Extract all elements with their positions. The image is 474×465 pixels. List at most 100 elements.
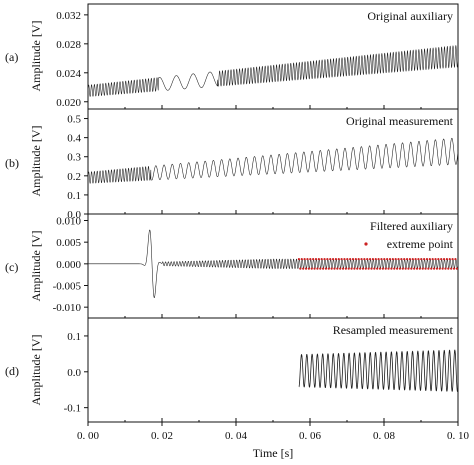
y-tick-label: -0.010 [53,302,82,314]
extreme-point [384,267,387,270]
extreme-point [306,257,309,261]
extreme-point [404,267,407,270]
extreme-point [437,257,440,261]
extreme-point [300,257,303,261]
y-tick-label: 0.010 [56,216,81,228]
x-tick-label: 0. 00 [77,430,100,442]
extreme-point [390,267,393,270]
extreme-point [360,257,363,261]
extreme-point [408,257,411,261]
extreme-point [386,257,389,261]
extreme-point [357,257,360,261]
extreme-point [319,267,322,270]
extreme-point [336,267,339,270]
extreme-point [373,267,376,270]
extreme-point [324,267,328,270]
extreme-point [423,257,426,261]
extreme-point [367,267,370,270]
x-axis-label: Time [s] [253,446,294,460]
y-tick-label: 0.032 [56,10,81,22]
y-tick-label: 0.1 [67,331,81,343]
extreme-point [333,267,336,270]
extreme-point [380,257,383,261]
y-tick-label: 0.2 [67,171,81,183]
panel-a-ylabel: Amplitude [V] [29,21,43,92]
y-tick-label: 0.028 [56,39,81,51]
extreme-point [447,267,450,270]
extreme-point [377,257,380,261]
panel-c-label: (c) [5,260,18,274]
extreme-point [321,267,325,270]
x-tick-label: 0. 04 [225,430,248,442]
extreme-point [401,267,404,270]
panel-a-series [87,45,459,97]
extreme-point [317,257,320,261]
extreme-point [430,267,433,270]
extreme-point [407,267,410,270]
y-tick-label: 0.1 [67,190,81,202]
extreme-point [304,267,308,270]
extreme-point [370,267,373,270]
extreme-point [358,267,362,270]
extreme-point [327,267,330,270]
extreme-point [417,257,420,261]
extreme-point [334,257,337,261]
extreme-point [340,257,343,261]
extreme-point [307,267,310,270]
extreme-point [312,257,315,261]
extreme-point [400,257,403,261]
extreme-point [354,257,357,261]
extreme-point [310,267,313,270]
extreme-point [413,267,416,270]
extreme-point [383,257,386,261]
extreme-point [351,257,355,261]
x-tick-label: 0. 02 [151,430,173,442]
extreme-point [356,267,359,270]
extreme-point [302,267,305,270]
extreme-point [403,257,406,261]
extreme-point [434,257,437,261]
extreme-point [420,257,423,261]
extreme-point [378,267,382,270]
extreme-point [303,257,306,261]
extreme-point [424,267,427,270]
panel-a-title: Original auxiliary [367,9,453,23]
extreme-point [299,267,302,270]
extreme-point [414,257,417,261]
panel-b-series [87,137,459,184]
extreme-point [415,267,419,270]
panel-d-label: (d) [5,364,19,378]
extreme-point [445,257,448,261]
extreme-point [346,257,349,261]
extreme-point [435,267,439,270]
extreme-point [450,267,453,270]
extreme-point [381,267,384,270]
panel-a-label: (a) [5,50,18,64]
y-tick-label: 0.3 [67,152,81,164]
extreme-point [411,257,414,261]
extreme-point [448,257,451,261]
extreme-point [444,267,447,270]
y-tick-label: -0.005 [53,281,82,293]
x-tick-label: 0. 10 [447,430,470,442]
extreme-point [309,257,312,261]
panel-b-label: (b) [5,156,19,170]
extreme-point [391,257,394,261]
extreme-point [405,257,409,261]
y-tick-label: 0.000 [56,259,81,271]
y-tick-label: 0.005 [56,237,81,249]
extreme-point [313,267,316,270]
extreme-point [297,257,300,261]
extreme-point [395,267,399,270]
extreme-point [431,257,434,261]
x-tick-label: 0. 08 [373,430,396,442]
extreme-point [451,257,454,261]
panel-b-title: Original measurement [346,114,454,128]
y-tick-label: 0.0 [67,209,81,221]
y-tick-label: 0.0 [67,367,81,379]
extreme-point [454,257,457,261]
legend-extreme-point-marker [364,242,368,246]
legend-extreme-point-label: extreme point [387,237,454,251]
extreme-point [368,257,372,261]
